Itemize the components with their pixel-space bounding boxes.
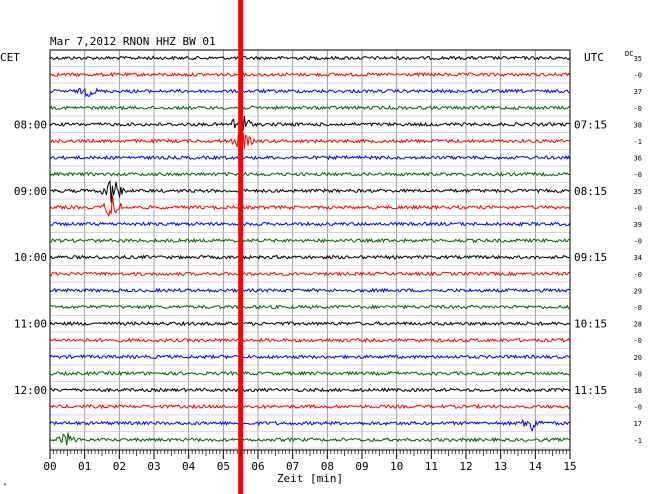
dc-value: 37	[634, 88, 642, 96]
trace-9	[49, 195, 570, 218]
dc-value: 29	[634, 287, 642, 295]
dc-value: -0	[634, 271, 642, 279]
trace-16	[49, 320, 570, 327]
trace-11	[49, 237, 570, 244]
dc-value: -1	[634, 138, 642, 146]
dc-value: -1	[634, 437, 642, 445]
trace-1	[49, 71, 571, 78]
x-tick-label: 10	[390, 460, 403, 473]
trace-22	[49, 418, 570, 432]
dc-value: -0	[634, 171, 642, 179]
trace-12	[49, 254, 570, 261]
x-tick-label: 03	[147, 460, 160, 473]
dc-value: -0	[634, 370, 642, 378]
trace-0	[49, 55, 570, 61]
left-hour-label: 09:00	[14, 185, 47, 198]
x-tick-label: 00	[43, 460, 56, 473]
dc-value: -0	[634, 204, 642, 212]
left-timezone-label: CET	[0, 51, 20, 64]
dc-value: 34	[634, 254, 642, 262]
x-tick-label: 14	[529, 460, 543, 473]
dc-value: -0	[634, 238, 642, 246]
dc-value: -0	[634, 337, 642, 345]
x-tick-label: 06	[251, 460, 264, 473]
x-tick-label: 08	[321, 460, 334, 473]
x-axis-label: Zeit [min]	[277, 472, 343, 485]
x-tick-label: 09	[355, 460, 368, 473]
dc-value: 35	[634, 188, 642, 196]
dc-value: 20	[634, 354, 642, 362]
dc-value: 18	[634, 387, 642, 395]
x-tick-label: 01	[78, 460, 91, 473]
x-tick-label: 13	[494, 460, 507, 473]
event-marker	[238, 0, 244, 494]
trace-5	[49, 132, 570, 149]
trace-19	[49, 370, 570, 377]
right-hour-label: 09:15	[574, 251, 607, 264]
trace-8	[50, 179, 570, 203]
footer-mark: ᴬ	[3, 481, 7, 490]
left-hour-label: 11:00	[14, 318, 47, 331]
right-hour-label: 08:15	[574, 185, 607, 198]
trace-7	[49, 171, 570, 177]
dc-value: -0	[634, 105, 642, 113]
left-hour-label: 08:00	[14, 118, 47, 131]
left-hour-label: 12:00	[14, 384, 47, 397]
dc-value: 35	[634, 55, 642, 63]
dc-value: 36	[634, 155, 642, 163]
trace-3	[49, 104, 570, 111]
dc-value: 39	[634, 221, 642, 229]
trace-4	[49, 116, 570, 133]
x-tick-label: 11	[425, 460, 438, 473]
trace-21	[49, 403, 570, 410]
dc-value: 38	[634, 121, 642, 129]
trace-17	[49, 337, 571, 343]
dc-value: -0	[634, 304, 642, 312]
x-tick-label: 07	[286, 460, 299, 473]
trace-23	[49, 432, 570, 446]
chart-title: Mar 7,2012 RNON HHZ BW 01	[50, 35, 216, 48]
x-tick-label: 15	[563, 460, 576, 473]
dc-value: -0	[634, 404, 642, 412]
x-tick-label: 04	[182, 460, 196, 473]
traces	[49, 0, 571, 494]
x-tick-label: 12	[459, 460, 472, 473]
x-axis: 00 01 02 03 04 05 06 07 08 09 10 11 12 13 14 15	[43, 450, 577, 473]
right-hour-label: 07:15	[574, 118, 607, 131]
right-timezone-label: UTC	[584, 51, 604, 64]
dc-value: 17	[634, 420, 642, 428]
right-hour-label: 11:15	[574, 384, 607, 397]
dc-value: -0	[634, 72, 642, 80]
dc-value: 28	[634, 321, 642, 329]
labels: 08:00 09:00 10:00 11:00 12:00 07:15 08:15 09:15…	[14, 55, 642, 445]
trace-18	[49, 353, 570, 360]
grid	[49, 49, 571, 451]
right-hour-label: 10:15	[574, 318, 607, 331]
dc-label: DC	[625, 50, 633, 58]
trace-13	[49, 270, 570, 277]
trace-20	[49, 387, 570, 393]
trace-2	[49, 87, 570, 98]
x-tick-label: 05	[217, 460, 230, 473]
trace-10	[49, 221, 571, 227]
trace-6	[49, 154, 571, 161]
trace-14	[49, 287, 570, 294]
x-tick-label: 02	[113, 460, 126, 473]
trace-15	[49, 304, 570, 310]
left-hour-label: 10:00	[14, 251, 47, 264]
